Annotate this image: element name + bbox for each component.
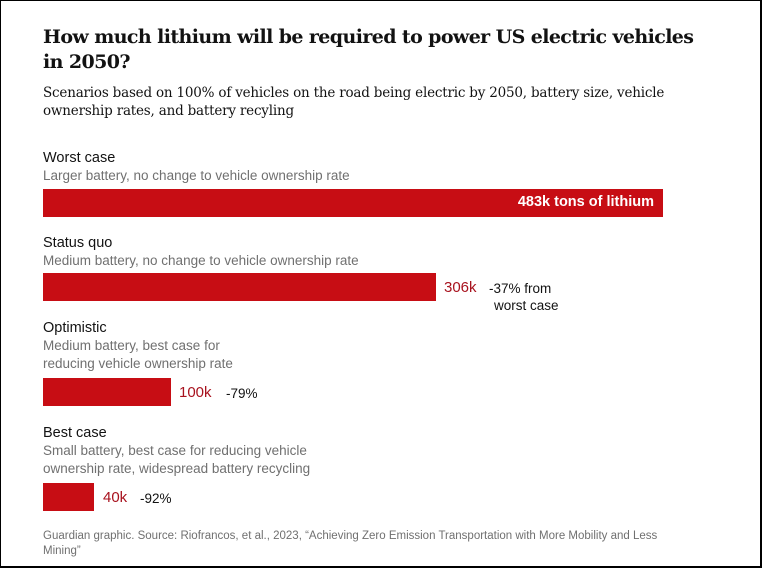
value-label-optimistic: 100k [179,384,212,401]
value-label-best-case: 40k [103,489,128,506]
source-footer: Guardian graphic. Source: Riofrancos, et… [43,530,658,557]
category-description-best-case-line-2: ownership rate, widespread battery recyc… [43,461,311,476]
change-label-line-2: worst case [494,298,559,313]
category-label-best-case: Best case [43,425,107,441]
chart-title: How much lithium will be required to pow… [43,26,694,73]
category-label-worst-case: Worst case [43,150,116,166]
category-label-status-quo: Status quo [43,235,113,251]
change-label-line-1: -37% from [489,281,552,296]
change-label-optimistic: -79% [226,386,258,401]
value-label-status-quo: 306k [444,279,477,296]
category-description-worst-case: Larger battery, no change to vehicle own… [43,168,350,183]
value-label-worst-case: 483k tons of lithium [517,194,654,210]
bar-worst-case: 483k tons of lithium [43,189,663,217]
bar-best-case [43,483,94,511]
category-description-optimistic: Medium battery, best case for [43,338,220,353]
category-description-status-quo: Medium battery, no change to vehicle own… [43,253,359,268]
category-description-best-case: Small battery, best case for reducing ve… [43,443,307,458]
category-label-optimistic: Optimistic [43,320,107,336]
category-description-optimistic-line-2: reducing vehicle ownership rate [43,356,233,371]
chart-subtitle: Scenarios based on 100% of vehicles on t… [43,85,665,119]
change-label-best-case: -92% [140,491,172,506]
bar-optimistic [43,378,171,406]
change-label-status-quo: -37% from worst case [489,280,559,314]
bar-status-quo [43,273,436,301]
